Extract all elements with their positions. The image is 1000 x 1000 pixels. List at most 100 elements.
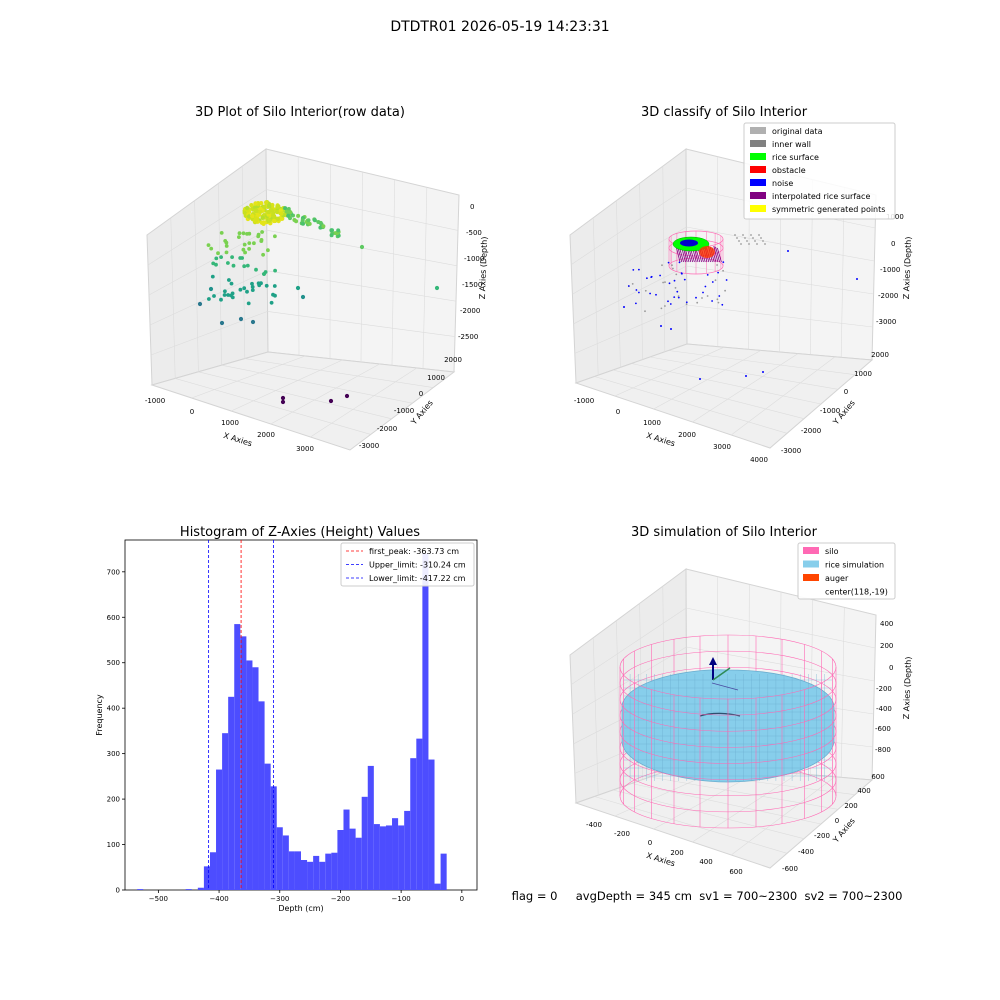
gridline — [266, 189, 459, 231]
histogram-bar — [264, 763, 271, 890]
interpolated-surface — [713, 245, 719, 263]
data-point — [267, 218, 272, 223]
data-point — [206, 243, 211, 248]
data-point — [231, 263, 236, 268]
data-point — [261, 221, 266, 226]
x-tick-label: 0 — [460, 895, 464, 903]
data-point — [219, 320, 225, 326]
y-tick-label: 700 — [107, 568, 120, 576]
simulation-y-tick-label: -600 — [782, 865, 798, 873]
noise-point — [683, 278, 686, 281]
histogram-x-axis-label: Depth (cm) — [278, 904, 323, 913]
raw-z-tick-labels: 0 -500 -1000 -1500 -2000 -2500 — [458, 203, 484, 341]
panel-raw-3d-scatter: 3D Plot of Silo Interior(row data) -1000… — [145, 105, 489, 453]
data-point — [328, 398, 334, 404]
histogram-x-ticks: −500 −400 −300 −200 −100 0 — [149, 890, 464, 903]
noise-point — [646, 277, 648, 280]
raw-x-axis-label: X Axies — [222, 431, 253, 448]
data-point — [224, 244, 229, 248]
simulation-y-tick-label: 400 — [857, 787, 870, 795]
data-point — [241, 247, 246, 252]
gridline — [241, 166, 246, 359]
data-point — [214, 256, 219, 261]
data-point — [271, 213, 277, 219]
gridline — [270, 363, 380, 425]
obstacle — [699, 246, 715, 258]
noise-point — [668, 282, 671, 285]
data-point — [286, 213, 291, 218]
legend-label: Upper_limit: -310.24 cm — [369, 561, 466, 570]
noise-point — [762, 371, 764, 373]
noise-point — [635, 289, 638, 291]
histogram-bar — [398, 825, 405, 890]
y-tick-label: 500 — [107, 659, 120, 667]
gridline — [244, 358, 434, 388]
data-point — [241, 231, 246, 236]
y-tick-label: 400 — [107, 705, 120, 713]
histogram-bar — [313, 855, 320, 890]
noise-point — [659, 274, 661, 277]
histogram-bar — [216, 769, 223, 890]
panel-classify-title: 3D classify of Silo Interior — [641, 105, 808, 120]
histogram-bar — [416, 738, 423, 890]
raw-y-tick-label: 1000 — [427, 374, 445, 382]
legend-swatch — [803, 560, 819, 568]
legend-label: symmetric generated points — [772, 205, 885, 214]
noise-point — [718, 295, 721, 297]
data-point — [258, 209, 263, 214]
gridline — [150, 311, 268, 356]
data-point — [197, 301, 203, 307]
legend-label: noise — [772, 179, 793, 188]
noise-point — [677, 295, 680, 297]
histogram-bar — [385, 825, 393, 890]
noise-point — [650, 275, 653, 278]
histogram-bar — [355, 837, 362, 890]
gridline — [592, 637, 599, 796]
data-point — [318, 225, 323, 230]
raw-x-tick-label: 3000 — [296, 445, 314, 453]
panel-raw-title: 3D Plot of Silo Interior(row data) — [195, 105, 405, 120]
original-point — [734, 234, 736, 236]
data-point — [260, 215, 265, 220]
data-point — [216, 251, 220, 256]
simulation-z-tick-label: -200 — [876, 685, 892, 693]
noise-point — [722, 269, 724, 272]
data-point — [300, 218, 305, 223]
data-point — [224, 250, 229, 255]
noise-point — [787, 250, 789, 252]
data-point — [253, 216, 259, 221]
noise-point — [677, 296, 680, 299]
histogram-bar — [282, 835, 289, 890]
histogram-bar — [367, 765, 374, 890]
gridline — [571, 187, 687, 265]
data-point — [260, 230, 264, 234]
simulation-z-tick-label: 200 — [880, 642, 893, 650]
data-point — [280, 216, 285, 221]
legend-swatch — [750, 192, 766, 199]
simulation-z-tick-label: -800 — [875, 746, 891, 754]
noise-point — [701, 297, 703, 299]
histogram-bar — [422, 553, 429, 890]
original-point — [746, 240, 748, 242]
data-point — [275, 216, 281, 221]
gridline — [422, 187, 428, 369]
raw-x-tick-label: 0 — [190, 408, 194, 416]
simulation-y-tick-label: 0 — [835, 817, 839, 825]
x-tick-label: −400 — [209, 895, 228, 903]
data-point — [266, 248, 270, 253]
noise-point — [675, 273, 678, 276]
data-point — [214, 262, 218, 267]
legend-label: rice surface — [772, 153, 819, 162]
gridline — [731, 776, 836, 856]
gridline — [631, 363, 822, 405]
data-point — [273, 234, 277, 239]
noise-point — [664, 281, 666, 283]
classify-x-tick-label: -1000 — [574, 397, 594, 405]
data-point — [271, 218, 277, 224]
raw-z-tick-label: -1000 — [464, 255, 484, 263]
classify-z-tick-label: 0 — [891, 240, 895, 248]
legend-label: obstacle — [772, 166, 806, 175]
data-point — [266, 209, 271, 215]
gridline — [594, 376, 788, 434]
noise-point — [717, 271, 719, 274]
